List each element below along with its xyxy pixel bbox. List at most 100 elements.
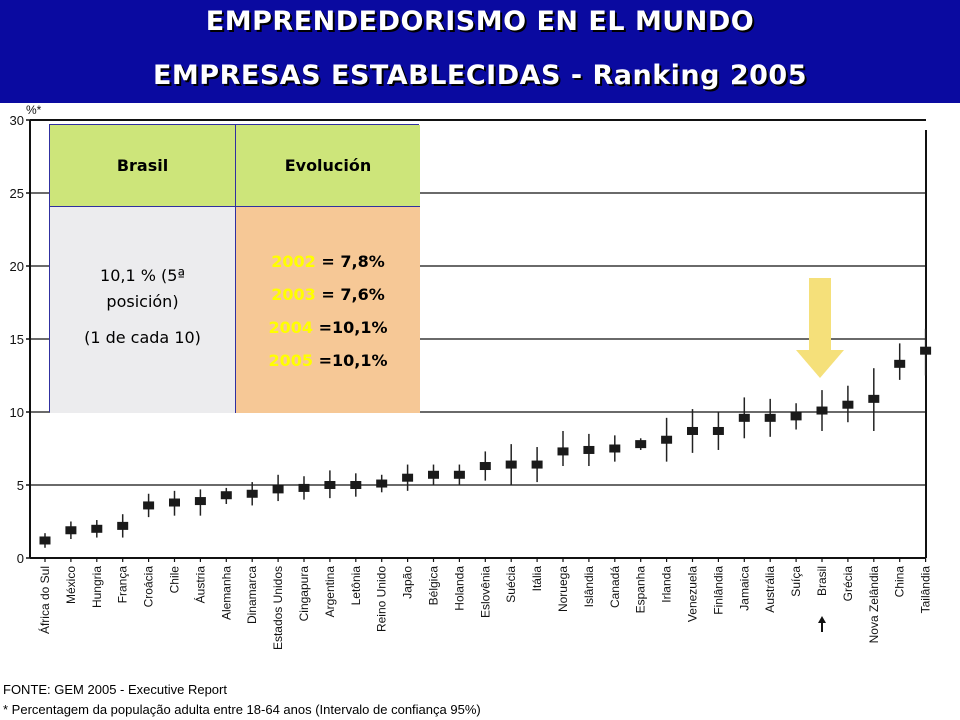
data-point [65,526,77,535]
x-tick-label: Argentina [323,566,337,618]
data-point [91,524,103,533]
data-point [272,485,284,494]
x-tick-label: Letônia [349,566,363,606]
brasil-value-line1: 10,1 % (5ª [100,266,185,285]
x-tick-label: Itália [530,566,544,592]
x-tick-label: Noruega [556,566,570,612]
x-tick-label: Japão [401,566,415,599]
x-tick-label: Tailândia [919,566,933,614]
data-point [220,491,232,500]
data-point [816,406,828,415]
y-tick-label: 0 [17,551,24,566]
data-point [738,413,750,422]
evolution-cell: 2002 = 7,8% 2003 = 7,6% 2004 =10,1% 2005… [236,207,420,413]
table-header-evolucion: Evolución [236,125,420,207]
data-point [661,435,673,444]
x-tick-label: Eslovênia [478,566,492,618]
x-tick-label: Brasil [815,566,829,596]
data-point [790,412,802,421]
x-tick-label: China [893,566,907,598]
x-tick-label: Austrália [763,566,777,613]
data-point [557,447,569,456]
data-point [298,483,310,492]
y-tick-label: 30 [10,113,24,128]
data-point [764,413,776,422]
data-point [453,470,465,479]
x-tick-label: Croácia [142,566,156,608]
evolution-row: 2002 = 7,8% [236,245,420,278]
data-point [143,501,155,510]
data-point [712,426,724,435]
slide-subtitle: EMPRESAS ESTABLECIDAS - Ranking 2005 [152,60,808,91]
x-tick-label: Venezuela [686,566,700,622]
highlight-down-arrow-icon [796,278,844,378]
x-tick-label: Chile [168,566,182,594]
x-tick-label: Espanha [634,566,648,614]
data-point [324,481,336,489]
evolution-row: 2004 =10,1% [236,311,420,344]
x-tick-label: Irlanda [660,566,674,603]
y-tick-label: 10 [10,405,24,420]
x-tick-label: Áustria [192,566,207,604]
data-point [169,498,180,507]
y-tick-label: 5 [17,478,24,493]
y-tick-label: 15 [10,332,24,347]
x-tick-label: Hungria [90,566,104,608]
brasil-value-cell: 10,1 % (5ª posición) (1 de cada 10) [50,207,236,413]
x-tick-label: Suíça [789,566,803,597]
evolution-year: 2005 [268,351,314,370]
evolution-year: 2004 [268,318,314,337]
data-point [505,460,517,469]
evolution-value: =10,1% [318,351,388,370]
data-point [609,444,621,453]
evolution-year: 2002 [271,252,316,271]
x-tick-label: África do Sul [37,566,52,634]
data-point [531,460,543,469]
data-point [39,536,51,545]
data-point [376,479,388,488]
evolution-year: 2003 [271,285,316,304]
y-tick-label: 20 [10,259,24,274]
x-tick-label: Canadá [608,566,622,608]
evolution-row: 2005 =10,1% [236,344,420,377]
data-point [583,445,595,454]
x-tick-label: Suécia [504,566,518,603]
footer-source: FONTE: GEM 2005 - Executive Report [3,682,227,697]
data-point [842,400,854,409]
data-point [402,473,414,482]
x-tick-label: Jamaica [737,566,751,611]
evolution-value: =10,1% [318,318,388,337]
x-tick-label: Estados Unidos [271,566,285,650]
x-tick-label: Cingapura [297,566,311,622]
brasil-value-line2: posición) [106,292,179,311]
x-tick-label: Reino Unido [375,566,389,632]
data-point [894,359,906,368]
footer-note: * Percentagem da população adulta entre … [3,702,481,717]
evolution-value: = 7,8% [321,252,385,271]
y-tick-label: 25 [10,186,24,201]
brasil-value-line3: (1 de cada 10) [84,328,201,347]
x-tick-label: Islândia [582,566,596,608]
data-point [246,489,258,498]
data-point [920,346,932,355]
data-point [635,440,647,449]
x-tick-label: Nova Zelândia [867,566,881,644]
x-tick-label: França [116,566,130,604]
x-tick-label: México [64,566,78,604]
x-tick-label: Holanda [452,566,466,611]
x-tick-label: Bélgica [427,566,441,606]
data-point [350,481,362,489]
x-tick-label: Finlândia [711,566,725,615]
y-axis-label: %* [26,103,42,117]
slide-title: EMPRENDEDORISMO EN EL MUNDO [205,6,755,37]
x-tick-label: Grécia [841,566,855,602]
data-point [194,497,206,506]
data-point [479,462,491,471]
evolution-value: = 7,6% [321,285,385,304]
data-point [868,394,880,403]
table-header-brasil: Brasil [50,125,236,207]
evolution-row: 2003 = 7,6% [236,278,420,311]
x-tick-label: Dinamarca [245,566,259,624]
data-point [687,426,698,435]
highlight-up-arrow-icon [818,616,826,632]
